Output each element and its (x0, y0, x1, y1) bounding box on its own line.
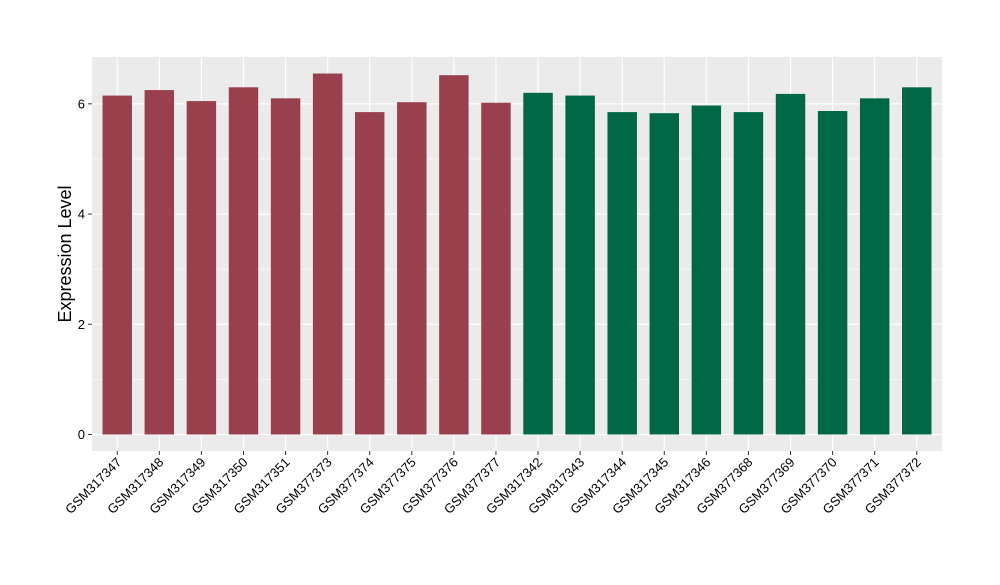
bar-GSM317351 (270, 98, 301, 435)
bar-GSM377377 (481, 102, 511, 435)
bar-GSM377368 (733, 112, 764, 435)
y-axis: 0 2 4 6 (78, 96, 92, 442)
bar-GSM317346 (691, 105, 722, 435)
bar-GSM317344 (607, 112, 637, 435)
bar-GSM377375 (397, 102, 427, 435)
bar-GSM377374 (354, 112, 385, 435)
bar-GSM377372 (902, 87, 932, 435)
y-tick-label: 6 (78, 96, 85, 111)
bar-GSM377371 (859, 98, 890, 435)
y-tick-label: 4 (78, 207, 85, 222)
bar-GSM317347 (102, 95, 132, 435)
y-tick-label: 2 (78, 317, 85, 332)
bar-GSM377376 (439, 75, 469, 435)
bar-GSM377370 (817, 111, 848, 435)
y-tick-label: 0 (78, 427, 85, 442)
bar-GSM377373 (312, 73, 343, 435)
bar-GSM377369 (775, 93, 806, 435)
bar-GSM317345 (649, 113, 680, 435)
plot-panel (92, 57, 942, 451)
bar-GSM317342 (523, 92, 553, 435)
bar-GSM317349 (186, 101, 217, 435)
y-axis-title: Expression Level (55, 185, 75, 322)
bar-GSM317343 (565, 95, 595, 435)
bar-GSM317350 (228, 87, 259, 435)
x-axis: GSM317347GSM317348GSM317349GSM317350GSM3… (62, 451, 924, 517)
bar-GSM317348 (144, 90, 175, 435)
bar-layer (102, 73, 932, 435)
